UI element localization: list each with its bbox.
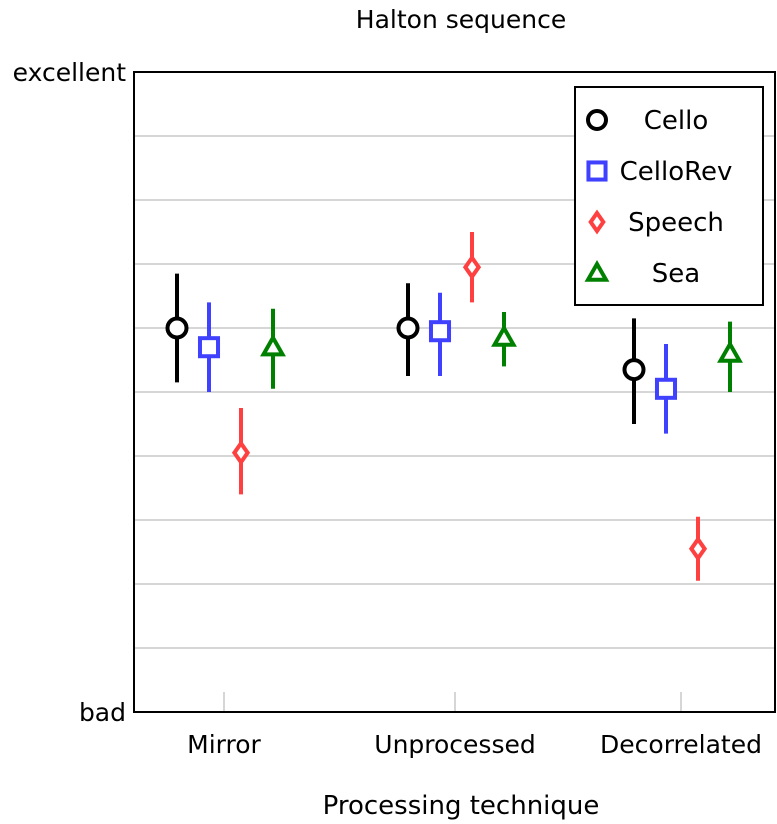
plot-area (133, 71, 776, 713)
series-cello (165, 273, 646, 424)
data-point (491, 312, 517, 367)
square-marker (197, 336, 221, 359)
data-point (428, 292, 452, 376)
data-point (717, 321, 743, 392)
triangle-marker (260, 333, 286, 357)
diamond-marker (462, 254, 482, 281)
triangle-marker (584, 259, 610, 282)
data-point (396, 283, 420, 376)
data-point (260, 308, 286, 389)
y-tick-label: bad (79, 698, 126, 727)
legend-label: Speech (628, 208, 724, 238)
data-point (462, 232, 482, 303)
circle-marker (165, 316, 189, 340)
x-tick-label: Decorrelated (600, 730, 762, 759)
data-point (622, 318, 646, 424)
diamond-marker (231, 439, 251, 466)
x-axis-ticks (223, 692, 682, 712)
legend-entry: CelloRev (586, 157, 733, 187)
legend-entries: Cello CelloRev Speech Sea (584, 106, 733, 289)
triangle-marker (717, 340, 743, 363)
data-series (165, 232, 743, 581)
data-point (231, 408, 251, 495)
legend-label: Cello (644, 106, 709, 136)
square-marker (428, 320, 452, 343)
legend-entry: Cello (586, 106, 709, 136)
data-point (654, 344, 678, 434)
data-point (688, 516, 708, 581)
y-axis-tick-labels: bad excellent (13, 58, 127, 727)
chart-title: Halton sequence (356, 5, 566, 34)
legend-entry: Speech (588, 208, 724, 238)
circle-marker (586, 109, 608, 131)
y-tick-label: excellent (13, 58, 127, 87)
circle-marker (396, 316, 420, 340)
diamond-marker (588, 209, 606, 235)
series-cellorev (197, 292, 678, 434)
x-axis-label: Processing technique (323, 791, 600, 821)
series-speech (231, 232, 708, 581)
legend-label: Sea (652, 259, 700, 289)
data-point (197, 302, 221, 392)
series-sea (260, 308, 743, 392)
triangle-marker (491, 324, 517, 347)
legend-label: CelloRev (620, 157, 733, 187)
data-point (165, 273, 189, 383)
legend-entry: Sea (584, 259, 700, 289)
x-axis-tick-labels: Mirror Unprocessed Decorrelated (187, 730, 762, 759)
circle-marker (622, 358, 646, 382)
x-tick-label: Unprocessed (374, 730, 535, 759)
square-marker (654, 377, 678, 400)
diamond-marker (688, 535, 708, 562)
square-marker (586, 160, 608, 182)
legend: Cello CelloRev Speech Sea (574, 86, 764, 306)
x-tick-label: Mirror (187, 730, 261, 759)
